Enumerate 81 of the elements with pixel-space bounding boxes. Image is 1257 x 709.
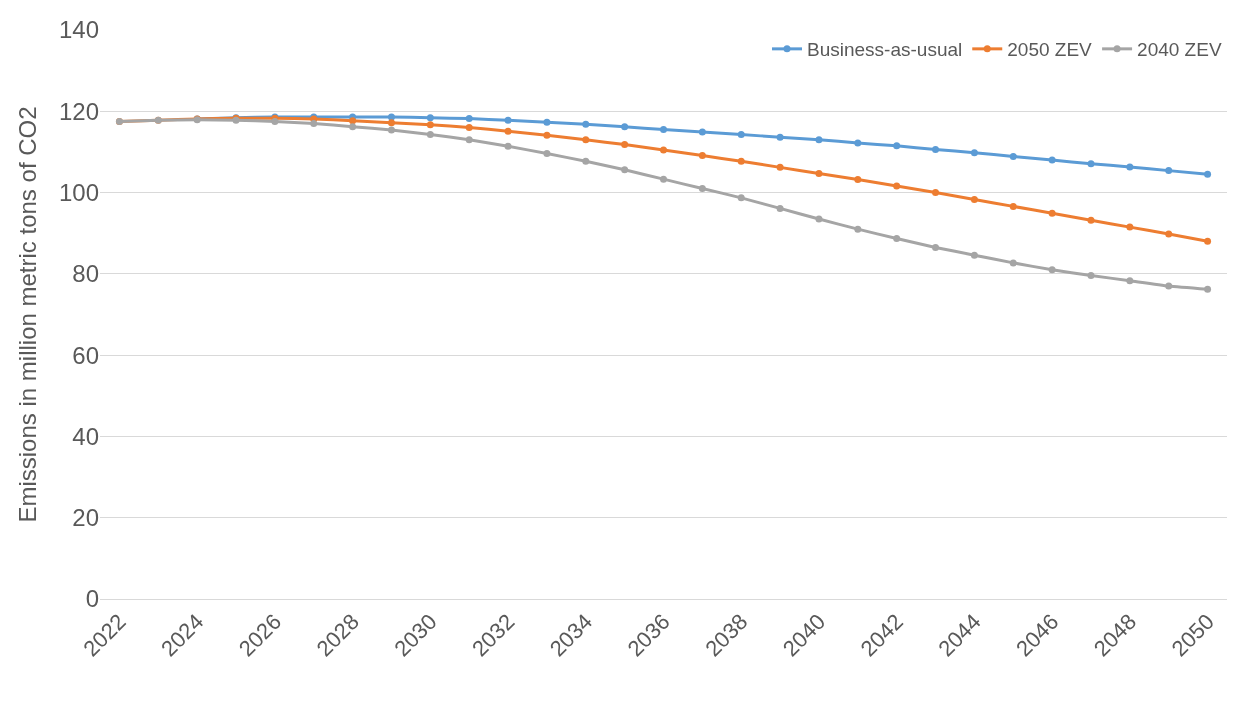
point (698, 128, 706, 136)
point (776, 204, 784, 212)
point (349, 123, 357, 131)
point (1048, 266, 1056, 274)
point (815, 215, 823, 223)
point (737, 157, 745, 165)
point (932, 189, 940, 197)
point (1087, 160, 1095, 168)
point (932, 243, 940, 251)
point (1165, 230, 1173, 238)
y-tick-label: 0 (85, 585, 99, 613)
point (660, 146, 667, 154)
point (970, 195, 978, 203)
point (621, 166, 629, 174)
point (465, 115, 473, 123)
point (1204, 170, 1212, 178)
point (1009, 152, 1017, 160)
point (1087, 216, 1095, 224)
point (621, 141, 629, 149)
point (893, 182, 901, 190)
point (426, 130, 434, 138)
point (426, 114, 434, 122)
y-tick-label: 120 (58, 97, 99, 125)
y-tick-label: 20 (72, 504, 99, 532)
point (970, 251, 978, 259)
point (698, 152, 706, 160)
point (660, 126, 667, 134)
point (815, 136, 823, 144)
point (543, 118, 551, 126)
point (582, 120, 590, 128)
point (504, 127, 512, 135)
point (737, 130, 745, 138)
point (1204, 237, 1212, 245)
point (1126, 163, 1134, 171)
point (387, 113, 395, 121)
point (893, 142, 901, 150)
point (970, 149, 978, 157)
legend-label: 2040 ZEV (1137, 39, 1222, 61)
point (737, 194, 745, 202)
y-tick-label: 140 (58, 16, 99, 44)
point (1204, 285, 1212, 293)
point (582, 136, 590, 144)
point (387, 126, 395, 134)
point (932, 145, 940, 153)
point (776, 163, 784, 171)
point (426, 121, 434, 129)
y-tick-label: 40 (72, 422, 99, 450)
point (582, 157, 590, 165)
point (1048, 209, 1056, 217)
point (621, 123, 629, 131)
point (543, 131, 551, 139)
point (465, 124, 473, 132)
point (504, 116, 512, 124)
point (1009, 259, 1017, 267)
point (387, 119, 395, 127)
point (854, 225, 862, 233)
point (1087, 271, 1095, 279)
point (698, 185, 706, 193)
point (854, 139, 862, 147)
point (465, 136, 473, 144)
y-tick-label: 100 (58, 178, 99, 206)
y-axis-title: Emissions in million metric tons of CO2 (14, 106, 42, 523)
y-tick-label: 60 (72, 341, 99, 369)
point (1165, 282, 1173, 290)
y-tick-label: 80 (72, 260, 99, 288)
point (1009, 202, 1017, 210)
point (776, 133, 784, 141)
legend-label: Business-as-usual (807, 39, 963, 61)
point (1048, 156, 1056, 164)
point (660, 175, 667, 183)
point (310, 119, 318, 127)
point (349, 117, 357, 125)
point (815, 169, 823, 177)
point (1165, 167, 1173, 175)
point (854, 176, 862, 184)
point (504, 142, 512, 150)
point (1126, 277, 1134, 285)
point (893, 235, 901, 242)
point (1126, 223, 1134, 231)
legend-label: 2050 ZEV (1007, 39, 1093, 61)
point (543, 150, 551, 158)
